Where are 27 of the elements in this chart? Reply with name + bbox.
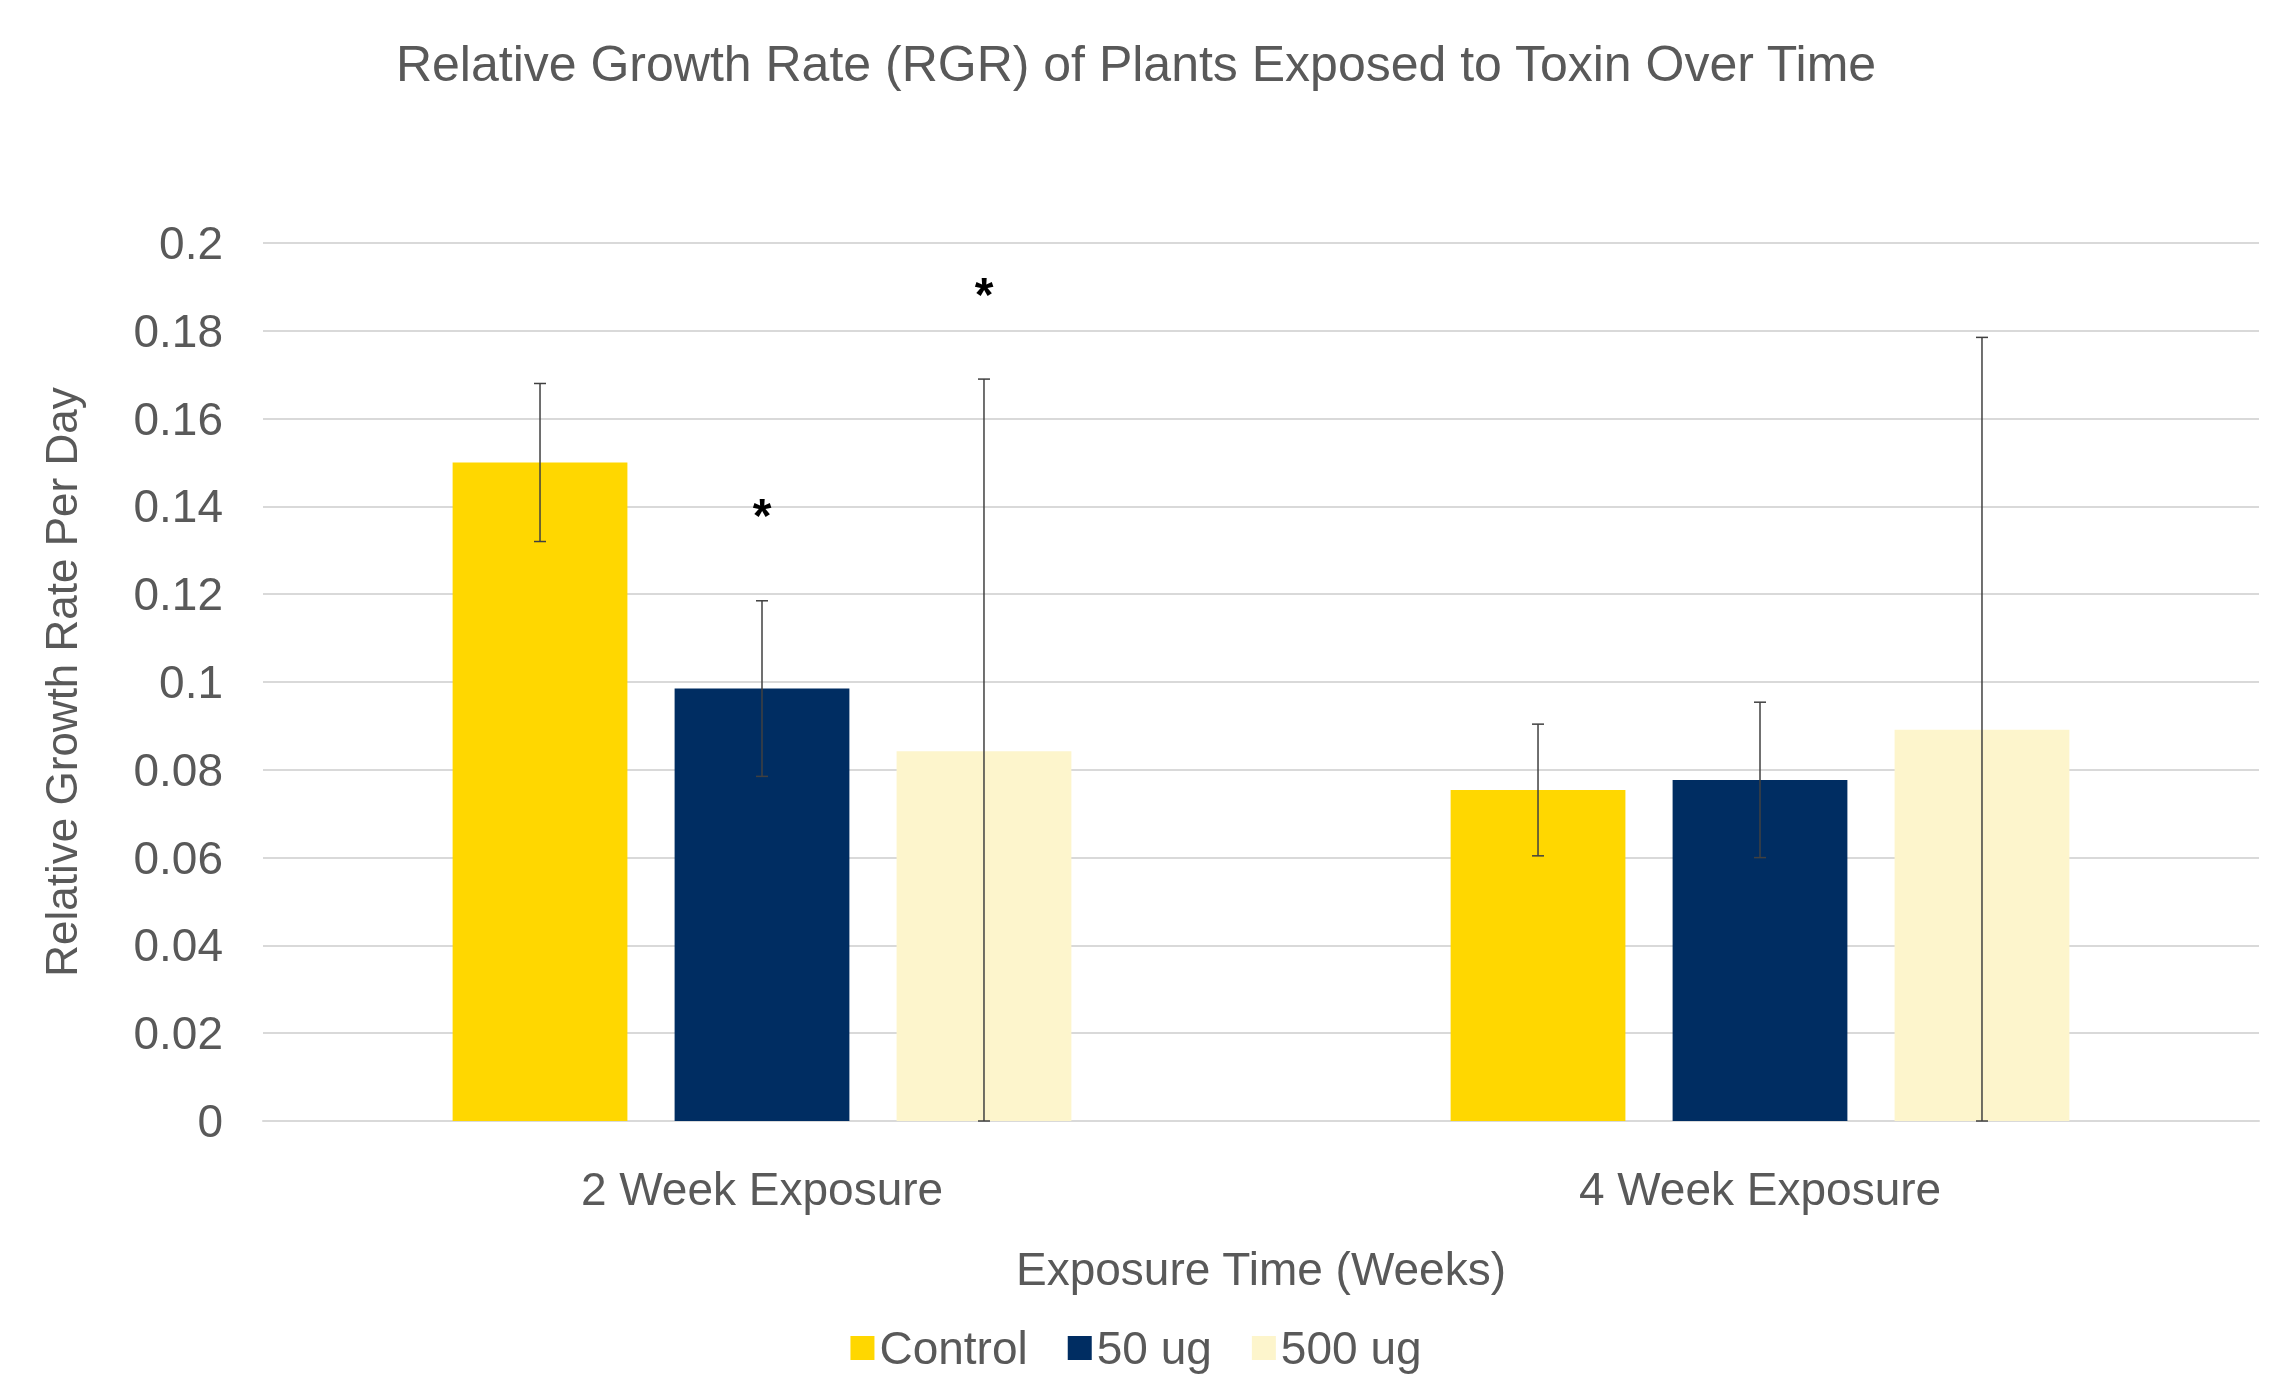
y-tick-label: 0.1 — [159, 656, 223, 708]
annotation: * — [752, 489, 772, 543]
legend-label: Control — [879, 1322, 1028, 1374]
annotation: * — [974, 267, 994, 321]
x-tick-label: 2 Week Exposure — [580, 1163, 944, 1215]
legend-label: 50 ug — [1096, 1322, 1212, 1374]
y-tick-label: 0.04 — [133, 919, 223, 972]
chart-title: Relative Growth Rate (RGR) of Plants Exposed to Toxin Over Time — [395, 36, 1877, 92]
y-tick-label: 0.06 — [133, 831, 223, 884]
legend-label: 500 ug — [1280, 1322, 1422, 1374]
bar — [674, 688, 850, 1121]
x-tick-label: 4 Week Exposure — [1578, 1163, 1942, 1215]
y-tick-label: 0.18 — [133, 304, 223, 357]
y-tick-label: 0.2 — [159, 217, 223, 269]
y-tick-label: 0 — [197, 1095, 223, 1147]
y-axis-title: Relative Growth Rate Per Day — [36, 387, 86, 977]
y-tick-label: 0.02 — [133, 1007, 223, 1060]
bar — [1672, 779, 1848, 1121]
y-tick-label: 0.16 — [133, 392, 223, 445]
bar — [452, 462, 628, 1121]
bar — [896, 751, 1072, 1121]
bar — [1450, 789, 1626, 1121]
x-axis-title: Exposure Time (Weeks) — [1016, 1243, 1506, 1295]
y-tick-label: 0.08 — [133, 743, 223, 796]
y-tick-label: 0.14 — [133, 480, 223, 533]
y-tick-label: 0.12 — [133, 568, 223, 621]
bar — [1894, 729, 2070, 1121]
